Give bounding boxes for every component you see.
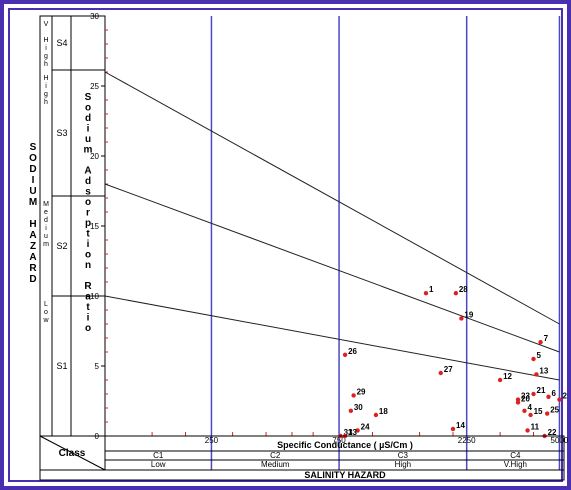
sodium-class-code: S3 — [56, 128, 67, 138]
sample-point — [531, 391, 536, 397]
salinity-class-name: Low — [151, 460, 166, 469]
sodium-class-code: S2 — [56, 241, 67, 251]
sample-label: 4 — [527, 403, 532, 412]
sample-point — [546, 394, 551, 399]
sodium-class-bounds — [52, 69, 105, 297]
salinity-class-name: Medium — [261, 460, 290, 469]
sample-point — [450, 426, 456, 432]
sample-point — [531, 356, 536, 362]
sample-label: 20 — [521, 394, 530, 403]
sample-point — [525, 428, 530, 433]
sample-label: 11 — [531, 422, 540, 431]
sodium-class-code: S4 — [56, 38, 67, 48]
x-tick-label: 250 — [205, 436, 219, 445]
sample-label: 1 — [429, 285, 434, 294]
sample-label: 2 — [562, 392, 567, 401]
class-label: Class — [59, 448, 86, 459]
sample-label: 24 — [361, 422, 370, 431]
y-tick-label: 25 — [90, 82, 99, 91]
y-tick-label: 30 — [90, 12, 99, 21]
salinity-class-code: C4 — [510, 451, 521, 460]
sample-label: 26 — [348, 347, 357, 356]
salinity-class-code: C1 — [153, 451, 164, 460]
sample-point — [351, 393, 356, 398]
x-tick-label: 2250 — [458, 436, 476, 445]
sodium-class-code: S1 — [56, 361, 67, 371]
x-tick-label: 750 — [332, 436, 346, 445]
sodium-boundary-line — [104, 71, 560, 325]
y-tick-label: 5 — [95, 362, 100, 371]
sample-label: 15 — [534, 407, 543, 416]
sample-label: 7 — [544, 334, 549, 343]
x-tick-label: 5000 — [551, 436, 569, 445]
sample-point — [438, 370, 443, 376]
sample-point — [348, 408, 354, 413]
sample-label: 12 — [503, 372, 512, 381]
salinity-class-name: V.High — [504, 460, 527, 469]
sodium-boundary-line — [104, 295, 560, 381]
x-axis-label: Specific Conductance ( µS/Cm ) — [277, 440, 413, 450]
salinity-hazard-title: SALINITY HAZARD — [304, 470, 386, 480]
sample-label: 30 — [354, 403, 363, 412]
sample-point — [497, 377, 503, 383]
sample-label: 18 — [379, 407, 388, 416]
sample-point — [459, 316, 464, 321]
sample-label: 22 — [548, 428, 557, 437]
sample-label: 33 — [348, 428, 357, 437]
y-tick-label: 10 — [90, 292, 99, 301]
sample-point — [538, 340, 543, 345]
sample-label: 27 — [444, 365, 453, 374]
sample-label: 13 — [539, 366, 548, 375]
y-tick-label: 20 — [90, 152, 99, 161]
sample-point — [373, 412, 379, 418]
sample-point — [557, 397, 562, 402]
sample-label: 28 — [459, 285, 468, 294]
sample-label: 23 — [521, 392, 530, 401]
sample-point — [545, 411, 550, 416]
sodium-boundary-line — [104, 183, 560, 353]
salinity-class-code: C2 — [270, 451, 281, 460]
sample-point — [453, 291, 459, 296]
sample-label: 21 — [537, 386, 546, 395]
sample-label: 25 — [550, 406, 559, 415]
class-table-frame — [39, 435, 565, 481]
salinity-class-code: C3 — [398, 451, 409, 460]
inner-border — [8, 8, 563, 482]
sample-label: 19 — [464, 310, 473, 319]
sample-point — [355, 428, 360, 433]
sample-label: 5 — [537, 351, 542, 360]
y-tick-label: 15 — [90, 222, 99, 231]
salinity-class-name: High — [395, 460, 411, 469]
sample-label: 6 — [551, 389, 556, 398]
sample-label: 29 — [357, 387, 366, 396]
sample-point — [515, 397, 521, 402]
sample-label: 31 — [344, 428, 353, 437]
sample-point — [528, 412, 533, 418]
sample-point — [522, 408, 527, 413]
sample-point — [342, 352, 348, 357]
sample-point — [423, 291, 429, 296]
sample-label: 14 — [456, 421, 465, 430]
sample-point — [534, 372, 539, 377]
class-table-diagonal — [39, 435, 106, 471]
